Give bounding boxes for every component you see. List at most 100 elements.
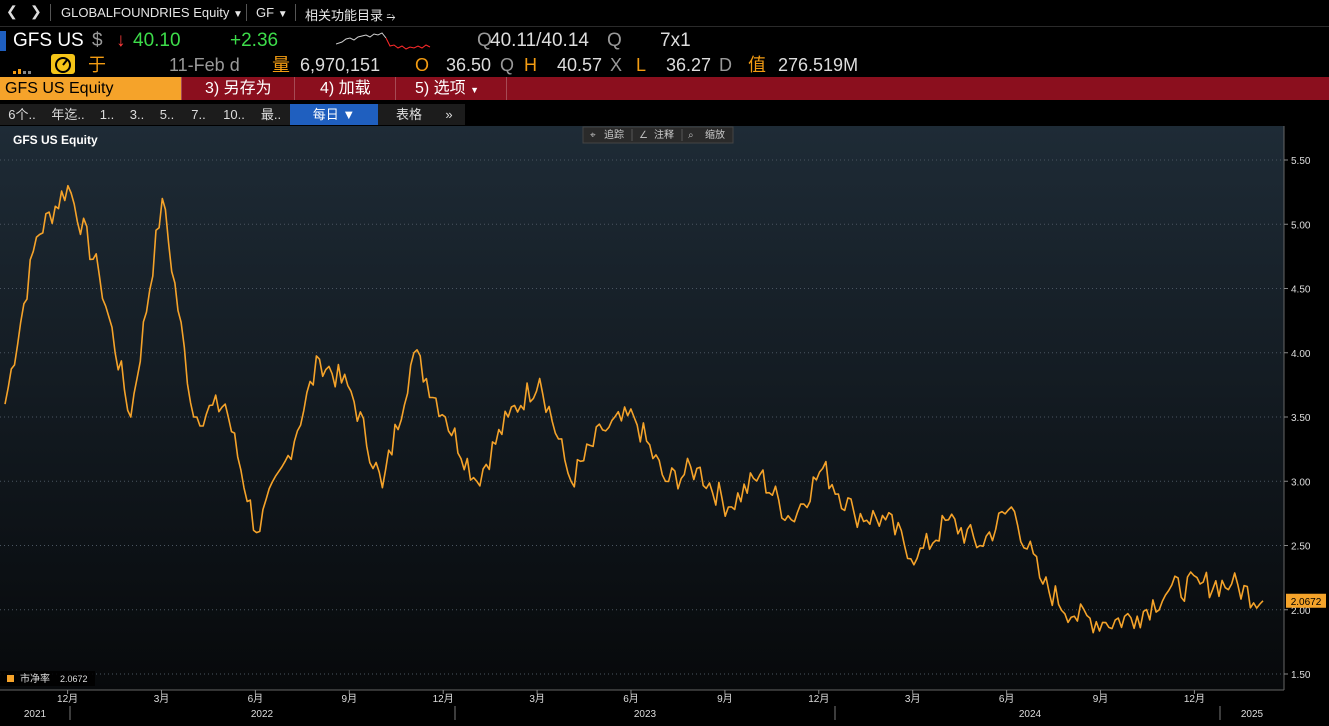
x-year-label: 2022 bbox=[251, 709, 274, 720]
related-functions-menu[interactable]: 相关功能目录 ⭇ bbox=[305, 8, 396, 23]
more-tabs-button[interactable]: » bbox=[445, 107, 453, 122]
x-tick-label: 6月 bbox=[248, 693, 264, 705]
function-menu-bar: GFS US Equity 3) 另存为 4) 加载 5) 选项 ▼ bbox=[0, 77, 1329, 100]
price-to-book-chart[interactable]: 5.50 5.00 4.50 4.00 3.50 3.00 2.50 2.00 1.50 12月… bbox=[0, 126, 1329, 726]
x-tick-label: 9月 bbox=[342, 693, 358, 705]
last-value-label: 2.0672 bbox=[1291, 597, 1322, 608]
y-tick-label: 5.00 bbox=[1291, 220, 1311, 231]
quote-date: 11-Feb d bbox=[169, 55, 240, 75]
y-tick-label: 2.50 bbox=[1291, 542, 1311, 553]
tab-max[interactable]: 最.. bbox=[260, 107, 282, 122]
dropdown-caret-icon: ▼ bbox=[277, 9, 288, 20]
low-value: 36.27 bbox=[666, 55, 712, 75]
low-label: L bbox=[636, 55, 647, 75]
y-tick-label: 5.50 bbox=[1291, 156, 1311, 167]
x-tick-label: 3月 bbox=[905, 693, 921, 705]
ticker-label: GFS US bbox=[13, 30, 84, 51]
x-year-label: 2024 bbox=[1019, 709, 1042, 720]
tab-6-months[interactable]: 6个.. bbox=[8, 107, 36, 122]
x-year-label: 2023 bbox=[634, 709, 657, 720]
x-year-label: 2025 bbox=[1241, 709, 1264, 720]
y-axis-panel bbox=[1284, 126, 1329, 726]
period-tab-bar: 6个.. 年迄.. 1.. 3.. 5.. 7.. 10.. 最.. 每日 ▼ … bbox=[0, 104, 465, 125]
y-tick-label: 4.50 bbox=[1291, 285, 1311, 296]
x-tick-label: 12月 bbox=[808, 693, 829, 705]
last-price: 40.10 bbox=[133, 30, 181, 51]
tab-7-years[interactable]: 7.. bbox=[191, 107, 206, 122]
high-label: H bbox=[524, 55, 537, 75]
load-button[interactable]: 4) 加载 bbox=[296, 77, 396, 100]
legend-series-name: 市净率 bbox=[20, 672, 50, 685]
volume-label: 量 bbox=[272, 55, 290, 75]
zoom-button[interactable]: 缩放 bbox=[705, 128, 725, 141]
tab-5-years[interactable]: 5.. bbox=[159, 107, 175, 122]
tab-3-years[interactable]: 3.. bbox=[129, 107, 145, 122]
last-value-badge bbox=[1286, 593, 1326, 608]
bid-source: Q bbox=[477, 30, 492, 51]
x-tick-label: 6月 bbox=[623, 693, 639, 705]
currency-label: $ bbox=[92, 30, 103, 51]
chart-toolbar: ⌖ 追踪 ∠ 注释 ⌕ 缩放 bbox=[582, 126, 734, 144]
x-tick-label: 12月 bbox=[57, 693, 78, 705]
x-tick-label: 12月 bbox=[1184, 693, 1205, 705]
tab-table[interactable]: 表格 bbox=[395, 107, 422, 122]
x-tick-label: 9月 bbox=[1093, 693, 1109, 705]
signal-bars-icon bbox=[13, 64, 38, 74]
x-tick-label: 9月 bbox=[717, 693, 733, 705]
magnifier-icon: ⌕ bbox=[688, 130, 694, 141]
annotate-button[interactable]: 注释 bbox=[654, 128, 674, 141]
frequency-dropdown[interactable]: 每日 ▼ bbox=[290, 104, 378, 125]
crosshair-icon: ⌖ bbox=[590, 130, 596, 141]
low-source: D bbox=[719, 55, 732, 75]
down-arrow-icon: ↓ bbox=[116, 30, 126, 51]
open-label: O bbox=[415, 55, 430, 75]
bid-ask-size: 7x1 bbox=[660, 30, 691, 51]
y-tick-label: 3.00 bbox=[1291, 477, 1311, 488]
dropdown-caret-icon: ▼ bbox=[232, 9, 243, 20]
x-tick-label: 3月 bbox=[529, 693, 545, 705]
x-year-label: 2021 bbox=[24, 709, 47, 720]
legend-series-value: 2.0672 bbox=[60, 674, 88, 684]
security-input[interactable]: GFS US Equity bbox=[0, 77, 182, 100]
chart-title: GFS US Equity bbox=[13, 133, 98, 147]
y-tick-labels: 5.50 5.00 4.50 4.00 3.50 3.00 2.50 2.00 1.50 bbox=[1284, 156, 1311, 681]
x-tick-label: 3月 bbox=[154, 693, 170, 705]
price-change: +2.36 bbox=[230, 30, 279, 51]
y-tick-label: 4.00 bbox=[1291, 349, 1311, 360]
chevron-right-icon[interactable]: ❯ bbox=[30, 3, 42, 19]
nav-divider bbox=[50, 4, 51, 21]
pencil-icon: ∠ bbox=[639, 130, 648, 141]
security-selector[interactable]: GLOBALFOUNDRIES Equity ▼ bbox=[61, 5, 243, 20]
x-tick-label: 12月 bbox=[433, 693, 454, 705]
nav-divider bbox=[295, 4, 296, 21]
intraday-sparkline bbox=[336, 32, 431, 50]
tab-ytd[interactable]: 年迄.. bbox=[51, 107, 85, 122]
chart-legend: 市净率 2.0672 bbox=[0, 671, 95, 686]
save-as-button[interactable]: 3) 另存为 bbox=[183, 77, 295, 100]
y-tick-label: 1.50 bbox=[1291, 670, 1311, 681]
double-chevron-down-icon: ⭇ bbox=[386, 11, 396, 23]
x-tick-labels: 12月 3月 6月 9月 12月 3月 6月 9月 12月 3月 6月 9月 12月 2021 2022 20… bbox=[24, 690, 1264, 720]
track-button[interactable]: 追踪 bbox=[604, 128, 624, 141]
options-menu[interactable]: 5) 选项 ▼ bbox=[397, 77, 507, 100]
ask-source: Q bbox=[607, 30, 622, 51]
series-line bbox=[4, 184, 1264, 634]
chevron-left-icon[interactable]: ❮ bbox=[6, 3, 18, 19]
bid-ask: 40.11/40.14 bbox=[490, 30, 589, 51]
open-value: 36.50 bbox=[446, 55, 492, 75]
open-source: Q bbox=[500, 55, 515, 75]
high-value: 40.57 bbox=[557, 55, 603, 75]
tab-10-years[interactable]: 10.. bbox=[223, 107, 245, 122]
y-tick-label: 3.50 bbox=[1291, 413, 1311, 424]
tab-1-year[interactable]: 1.. bbox=[99, 107, 115, 122]
gauge-icon[interactable] bbox=[51, 54, 75, 74]
traded-value: 276.519M bbox=[778, 55, 859, 75]
at-label: 于 bbox=[88, 55, 106, 75]
volume-value: 6,970,151 bbox=[300, 55, 381, 75]
ticker-menu[interactable]: GF ▼ bbox=[256, 5, 288, 20]
high-source: X bbox=[610, 55, 623, 75]
x-axis-panel bbox=[0, 690, 1284, 726]
dropdown-caret-icon: ▼ bbox=[470, 85, 480, 95]
last-value-tag: 2.0672 bbox=[1286, 593, 1326, 608]
top-nav-bar: ❮ ❯ GLOBALFOUNDRIES Equity ▼ GF ▼ 相关功能目录… bbox=[0, 0, 1329, 27]
